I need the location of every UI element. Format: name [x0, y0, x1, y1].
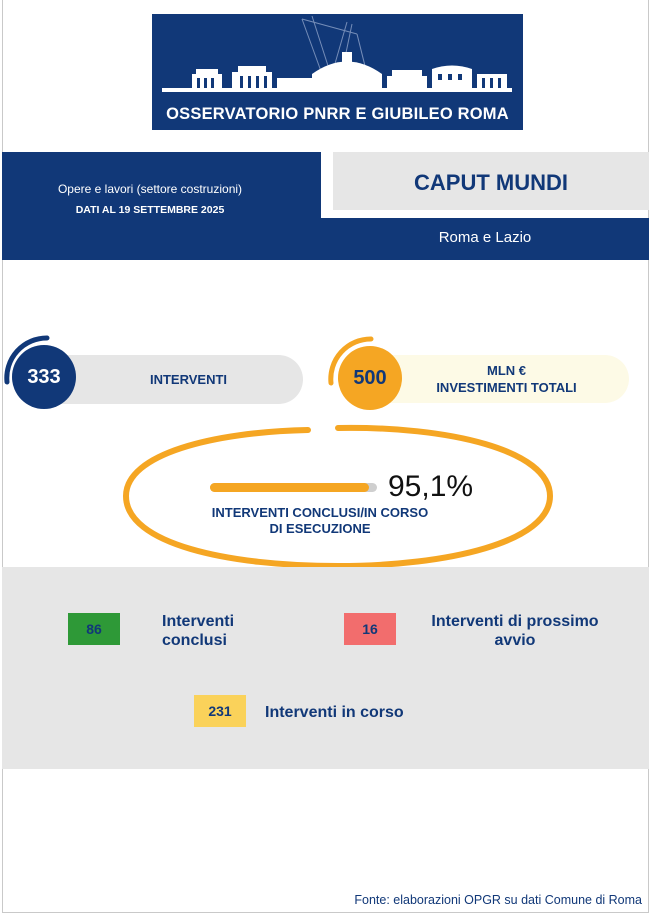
- rome-skyline-illustration: [162, 15, 512, 92]
- upcoming-label: Interventi di prossimo avvio: [431, 613, 599, 649]
- investimenti-caption: INVESTIMENTI TOTALI: [436, 380, 577, 395]
- highlight-ellipse: [122, 424, 554, 570]
- interventi-arc-decoration: [4, 335, 50, 385]
- concluded-count-badge: 86: [68, 613, 120, 645]
- concluded-label: Interventi conclusi: [162, 613, 235, 649]
- header-date: DATI AL 19 SETTEMBRE 2025: [75, 204, 225, 216]
- investimenti-label: MLN € INVESTIMENTI TOTALI: [414, 362, 599, 396]
- progress-bar-fill: [210, 483, 369, 492]
- stats-panel: [2, 567, 649, 769]
- interventi-label: INTERVENTI: [149, 372, 228, 387]
- banner-title: OSSERVATORIO PNRR E GIUBILEO ROMA: [166, 105, 509, 123]
- header-info-panel: Opere e lavori (settore costruzioni) DAT…: [2, 152, 321, 260]
- progress-label: INTERVENTI CONCLUSI/IN CORSO DI ESECUZIO…: [211, 505, 429, 536]
- interventi-count-circle: 333: [12, 345, 76, 409]
- progress-percentage: 95,1%: [388, 470, 474, 503]
- investimenti-arc-decoration: [328, 336, 374, 386]
- header-subtitle: Opere e lavori (settore costruzioni): [57, 182, 243, 196]
- page-title: CAPUT MUNDI: [414, 170, 568, 195]
- in-progress-count-badge: 231: [194, 695, 246, 727]
- upcoming-count-badge: 16: [344, 613, 396, 645]
- investimenti-unit: MLN €: [487, 363, 526, 378]
- progress-bar: [210, 483, 377, 492]
- header-region-panel: Roma e Lazio: [321, 218, 649, 260]
- observatory-banner: OSSERVATORIO PNRR E GIUBILEO ROMA: [152, 14, 523, 130]
- in-progress-label: Interventi in corso: [265, 704, 404, 721]
- source-note: Fonte: elaborazioni OPGR su dati Comune …: [354, 893, 642, 907]
- header-title-panel: CAPUT MUNDI: [333, 152, 649, 210]
- region-label: Roma e Lazio: [438, 229, 532, 246]
- investimenti-value-circle: 500: [338, 346, 402, 410]
